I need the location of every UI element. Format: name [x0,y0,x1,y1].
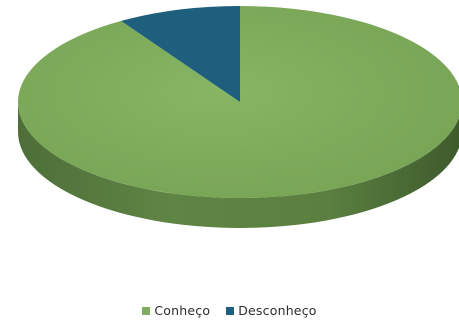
legend-item-conheco: Conheço [142,303,210,318]
legend-swatch-desconheco [226,306,235,315]
legend-swatch-conheco [142,306,151,315]
pie-side-wall [18,102,459,228]
legend-label-conheco: Conheço [154,303,211,318]
legend-item-desconheco: Desconheço [226,303,316,318]
pie-slice-conheco [18,6,459,198]
pie-side [18,102,459,228]
legend-label-desconheco: Desconheço [238,303,317,318]
legend: Conheço Desconheço [0,303,459,318]
pie-slice-desconheco [121,6,240,102]
pie-top [18,6,459,198]
